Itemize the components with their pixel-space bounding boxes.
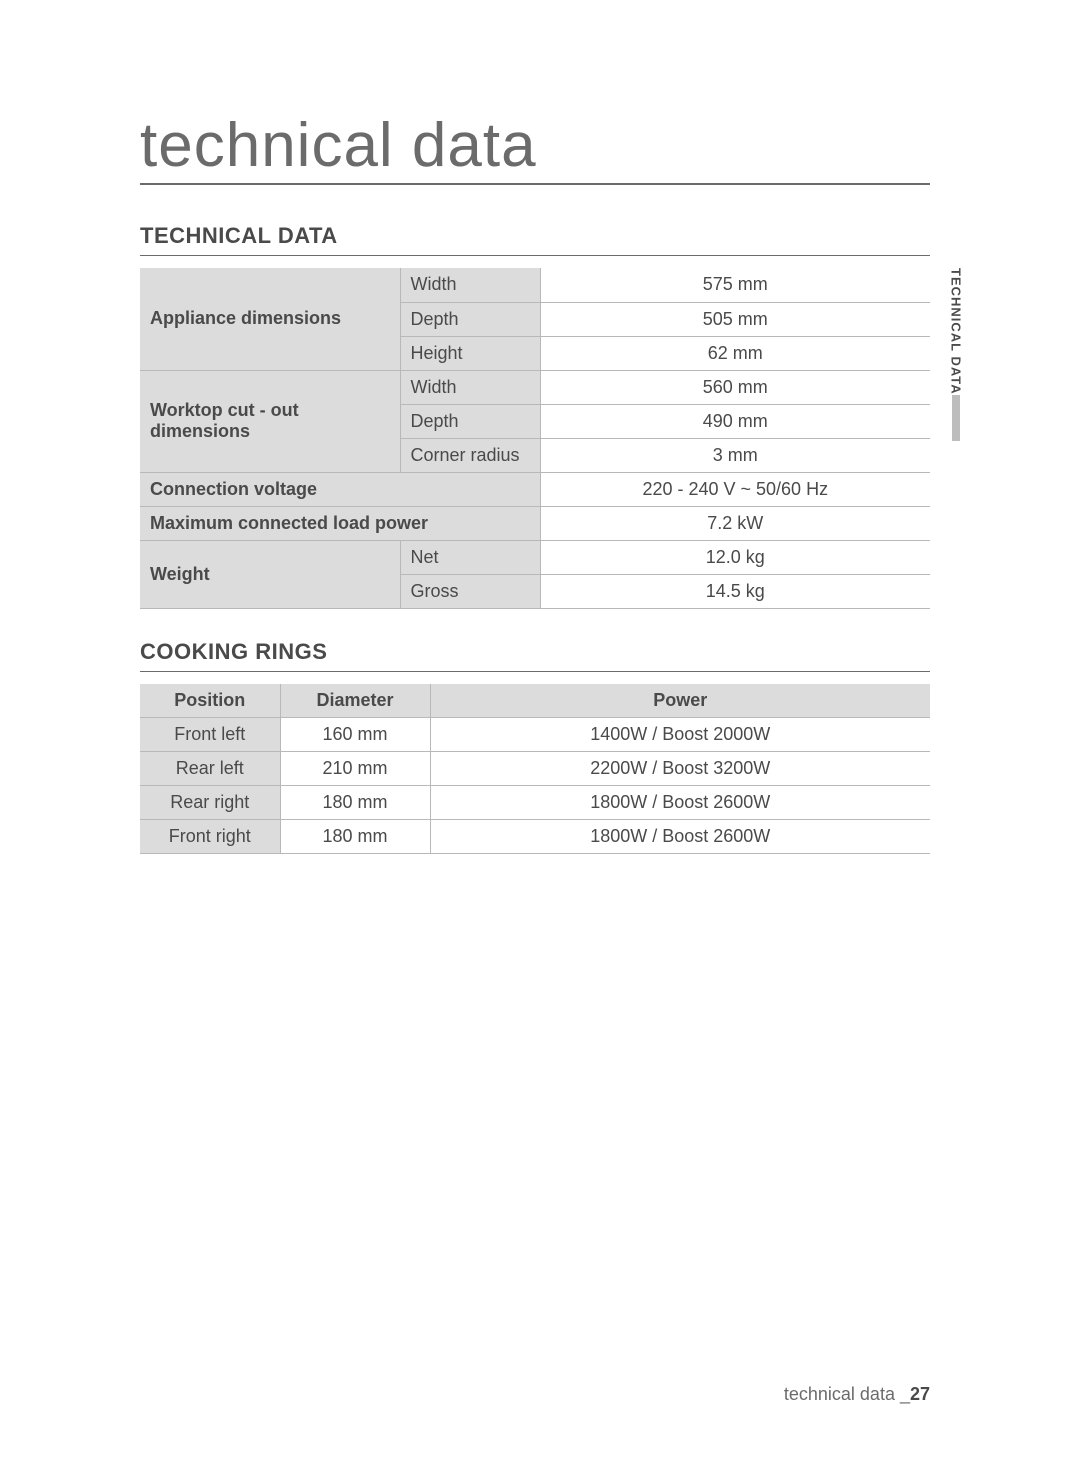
col-header: Diameter — [280, 684, 430, 718]
cell-value: 7.2 kW — [540, 506, 930, 540]
cell-label: Maximum connected load power — [140, 506, 540, 540]
cell-value: 220 - 240 V ~ 50/60 Hz — [540, 472, 930, 506]
cell-sublabel: Depth — [400, 302, 540, 336]
table-row: Rear left 210 mm 2200W / Boost 3200W — [140, 752, 930, 786]
cell-sublabel: Width — [400, 268, 540, 302]
technical-data-table: Appliance dimensions Width 575 mm Depth … — [140, 268, 930, 609]
cell-position: Front left — [140, 718, 280, 752]
section-heading-technical-data: TECHNICAL DATA — [140, 223, 930, 256]
cell-label: Connection voltage — [140, 472, 540, 506]
cell-power: 1800W / Boost 2600W — [430, 820, 930, 854]
table-row: Worktop cut - out dimensions Width 560 m… — [140, 370, 930, 404]
page-footer: technical data _27 — [784, 1384, 930, 1405]
cell-label: Appliance dimensions — [140, 268, 400, 370]
side-tab-label: TECHNICAL DATA — [949, 268, 964, 395]
col-header: Power — [430, 684, 930, 718]
cell-power: 2200W / Boost 3200W — [430, 752, 930, 786]
table-row: Appliance dimensions Width 575 mm — [140, 268, 930, 302]
table-row: Maximum connected load power 7.2 kW — [140, 506, 930, 540]
cooking-rings-table: Position Diameter Power Front left 160 m… — [140, 684, 930, 855]
table-header-row: Position Diameter Power — [140, 684, 930, 718]
side-tab-bar — [952, 395, 960, 441]
cell-value: 505 mm — [540, 302, 930, 336]
cell-sublabel: Height — [400, 336, 540, 370]
cell-value: 62 mm — [540, 336, 930, 370]
cell-sublabel: Net — [400, 540, 540, 574]
cell-label: Worktop cut - out dimensions — [140, 370, 400, 472]
cell-diameter: 210 mm — [280, 752, 430, 786]
cell-value: 575 mm — [540, 268, 930, 302]
cell-value: 3 mm — [540, 438, 930, 472]
footer-text: technical data _ — [784, 1384, 910, 1404]
cell-sublabel: Width — [400, 370, 540, 404]
table-row: Connection voltage 220 - 240 V ~ 50/60 H… — [140, 472, 930, 506]
cell-diameter: 180 mm — [280, 786, 430, 820]
footer-page-number: 27 — [910, 1384, 930, 1404]
cell-value: 560 mm — [540, 370, 930, 404]
table-row: Rear right 180 mm 1800W / Boost 2600W — [140, 786, 930, 820]
cell-sublabel: Gross — [400, 574, 540, 608]
cell-label: Weight — [140, 540, 400, 608]
cell-power: 1800W / Boost 2600W — [430, 786, 930, 820]
section-heading-cooking-rings: COOKING RINGS — [140, 639, 930, 672]
cell-value: 12.0 kg — [540, 540, 930, 574]
table-row: Front left 160 mm 1400W / Boost 2000W — [140, 718, 930, 752]
cell-diameter: 160 mm — [280, 718, 430, 752]
cell-position: Front right — [140, 820, 280, 854]
col-header: Position — [140, 684, 280, 718]
cell-power: 1400W / Boost 2000W — [430, 718, 930, 752]
cell-value: 14.5 kg — [540, 574, 930, 608]
cell-diameter: 180 mm — [280, 820, 430, 854]
table-row: Weight Net 12.0 kg — [140, 540, 930, 574]
cell-sublabel: Corner radius — [400, 438, 540, 472]
page-title: technical data — [140, 110, 930, 185]
side-tab: TECHNICAL DATA — [944, 268, 968, 445]
cell-position: Rear right — [140, 786, 280, 820]
cell-value: 490 mm — [540, 404, 930, 438]
cell-sublabel: Depth — [400, 404, 540, 438]
cell-position: Rear left — [140, 752, 280, 786]
table-row: Front right 180 mm 1800W / Boost 2600W — [140, 820, 930, 854]
